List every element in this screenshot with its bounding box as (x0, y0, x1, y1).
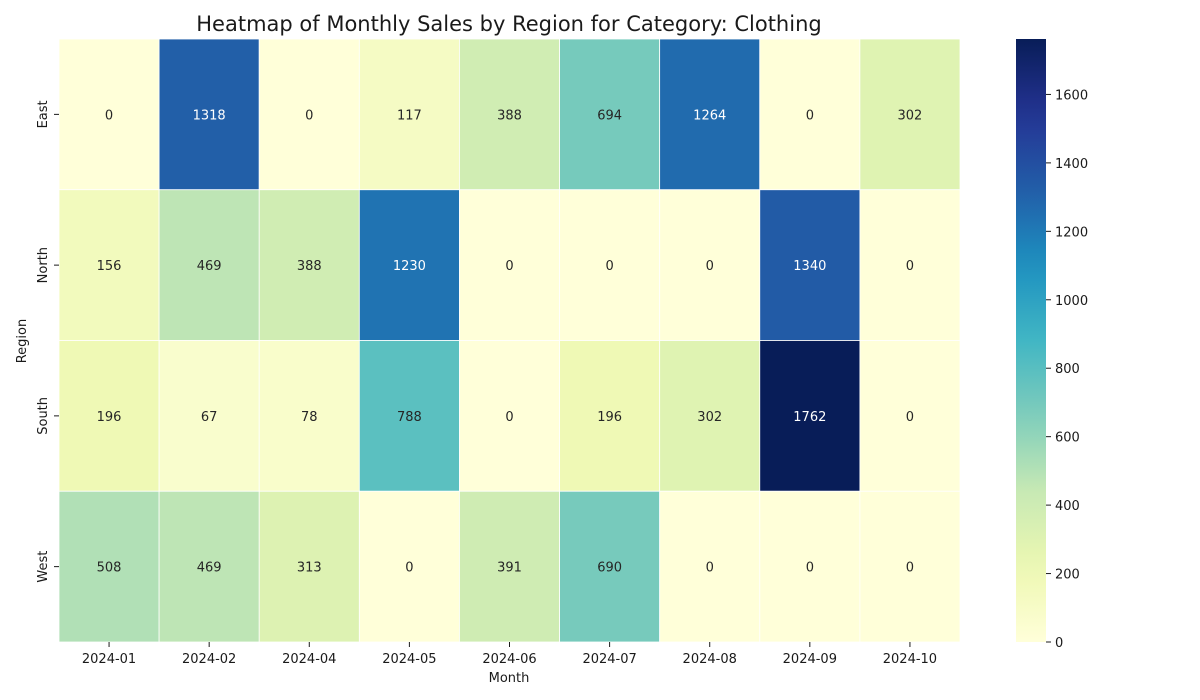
heatmap-cell (58, 340, 160, 492)
cell-value-label: 690 (597, 561, 622, 576)
heatmap-cells (58, 38, 961, 643)
heatmap-cell (258, 340, 360, 492)
colorbar-tick-label: 1400 (1055, 157, 1088, 172)
heatmap-cell (459, 189, 560, 341)
chart-title: Heatmap of Monthly Sales by Region for C… (196, 12, 821, 36)
y-tick-label: North (36, 247, 51, 283)
colorbar-tick-label: 600 (1055, 431, 1080, 446)
heatmap-cell (659, 38, 761, 191)
cell-value-label: 78 (301, 410, 318, 425)
cell-value-label: 388 (297, 259, 322, 274)
heatmap-cell (58, 490, 160, 643)
cell-value-label: 0 (806, 561, 814, 576)
cell-value-label: 196 (597, 410, 622, 425)
colorbar-tick-label: 1200 (1055, 225, 1088, 240)
y-axis-ticks: East North South West (36, 100, 59, 583)
heatmap-cell (158, 490, 260, 643)
cell-value-label: 117 (397, 108, 422, 123)
x-tick-label: 2024-02 (182, 652, 236, 667)
x-tick-label: 2024-08 (683, 652, 737, 667)
cell-value-label: 302 (697, 410, 722, 425)
heatmap-cell (659, 189, 761, 341)
cell-value-label: 788 (397, 410, 422, 425)
cell-value-label: 1340 (793, 259, 826, 274)
cell-value-label: 0 (505, 259, 513, 274)
heatmap-cell (859, 490, 961, 643)
cell-value-label: 0 (505, 410, 513, 425)
heatmap-cell (759, 38, 861, 191)
heatmap-cell (358, 490, 460, 643)
x-tick-label: 2024-06 (482, 652, 536, 667)
heatmap-cell (559, 38, 661, 191)
cell-value-label: 0 (906, 561, 914, 576)
heatmap-cell (459, 38, 560, 191)
x-tick-label: 2024-07 (582, 652, 636, 667)
x-tick-label: 2024-05 (382, 652, 436, 667)
colorbar (1016, 39, 1046, 642)
heatmap-cell (459, 340, 560, 492)
heatmap-cell (258, 189, 360, 341)
cell-value-label: 0 (706, 561, 714, 576)
x-axis-ticks: 2024-01 2024-02 2024-04 2024-05 2024-06 2024-… (82, 642, 937, 667)
cell-value-label: 156 (97, 259, 122, 274)
heatmap-cell (58, 189, 160, 341)
cell-value-label: 0 (906, 410, 914, 425)
colorbar-ticks: 0 200 400 600 800 1000 1200 1400 1600 (1046, 88, 1088, 651)
heatmap-cell (859, 340, 961, 492)
cell-value-label: 469 (197, 259, 222, 274)
heatmap-cell (659, 340, 761, 492)
heatmap-cell (859, 189, 961, 341)
y-axis-label: Region (15, 319, 30, 364)
heatmap-cell (258, 38, 360, 191)
x-tick-label: 2024-04 (282, 652, 336, 667)
heatmap-cell (58, 38, 160, 191)
colorbar-tick-label: 400 (1055, 499, 1080, 514)
cell-value-label: 469 (197, 561, 222, 576)
cell-value-label: 0 (605, 259, 613, 274)
x-tick-label: 2024-10 (883, 652, 937, 667)
x-tick-label: 2024-09 (783, 652, 837, 667)
x-axis-label: Month (489, 671, 530, 686)
heatmap-cell (659, 490, 761, 643)
cell-value-label: 0 (806, 108, 814, 123)
cell-value-label: 313 (297, 561, 322, 576)
cell-value-label: 391 (497, 561, 522, 576)
heatmap-cell (358, 189, 460, 341)
cell-value-label: 508 (97, 561, 122, 576)
colorbar-tick-label: 200 (1055, 568, 1080, 583)
cell-value-label: 0 (305, 108, 313, 123)
cell-value-label: 0 (405, 561, 413, 576)
colorbar-tick-label: 1600 (1055, 88, 1088, 103)
colorbar-gradient (1016, 39, 1046, 642)
heatmap-cell (358, 38, 460, 191)
y-tick-label: South (36, 397, 51, 435)
cell-value-label: 694 (597, 108, 622, 123)
heatmap-cell (759, 189, 861, 341)
cell-value-label: 1230 (393, 259, 426, 274)
x-tick-label: 2024-01 (82, 652, 136, 667)
cell-value-label: 196 (97, 410, 122, 425)
cell-value-label: 302 (898, 108, 923, 123)
cell-value-label: 0 (906, 259, 914, 274)
cell-value-label: 1264 (693, 108, 726, 123)
colorbar-tick-label: 0 (1055, 636, 1063, 651)
colorbar-tick-label: 800 (1055, 362, 1080, 377)
heatmap-cell (559, 189, 661, 341)
heatmap-cell (358, 340, 460, 492)
y-tick-label: East (36, 100, 51, 128)
cell-value-label: 1762 (793, 410, 826, 425)
cell-value-label: 67 (201, 410, 218, 425)
colorbar-tick-label: 1000 (1055, 294, 1088, 309)
heatmap-cell (158, 38, 260, 191)
cell-value-label: 0 (706, 259, 714, 274)
cell-value-label: 0 (105, 108, 113, 123)
cell-value-label: 1318 (193, 108, 226, 123)
cell-value-label: 388 (497, 108, 522, 123)
heatmap-cell (759, 490, 861, 643)
heatmap-cell-labels: 0 1318 0 117 388 694 1264 0 302 156 469 388 1230 0 0 0 1… (97, 108, 923, 575)
y-tick-label: West (36, 551, 51, 583)
heatmap-cell (158, 340, 260, 492)
